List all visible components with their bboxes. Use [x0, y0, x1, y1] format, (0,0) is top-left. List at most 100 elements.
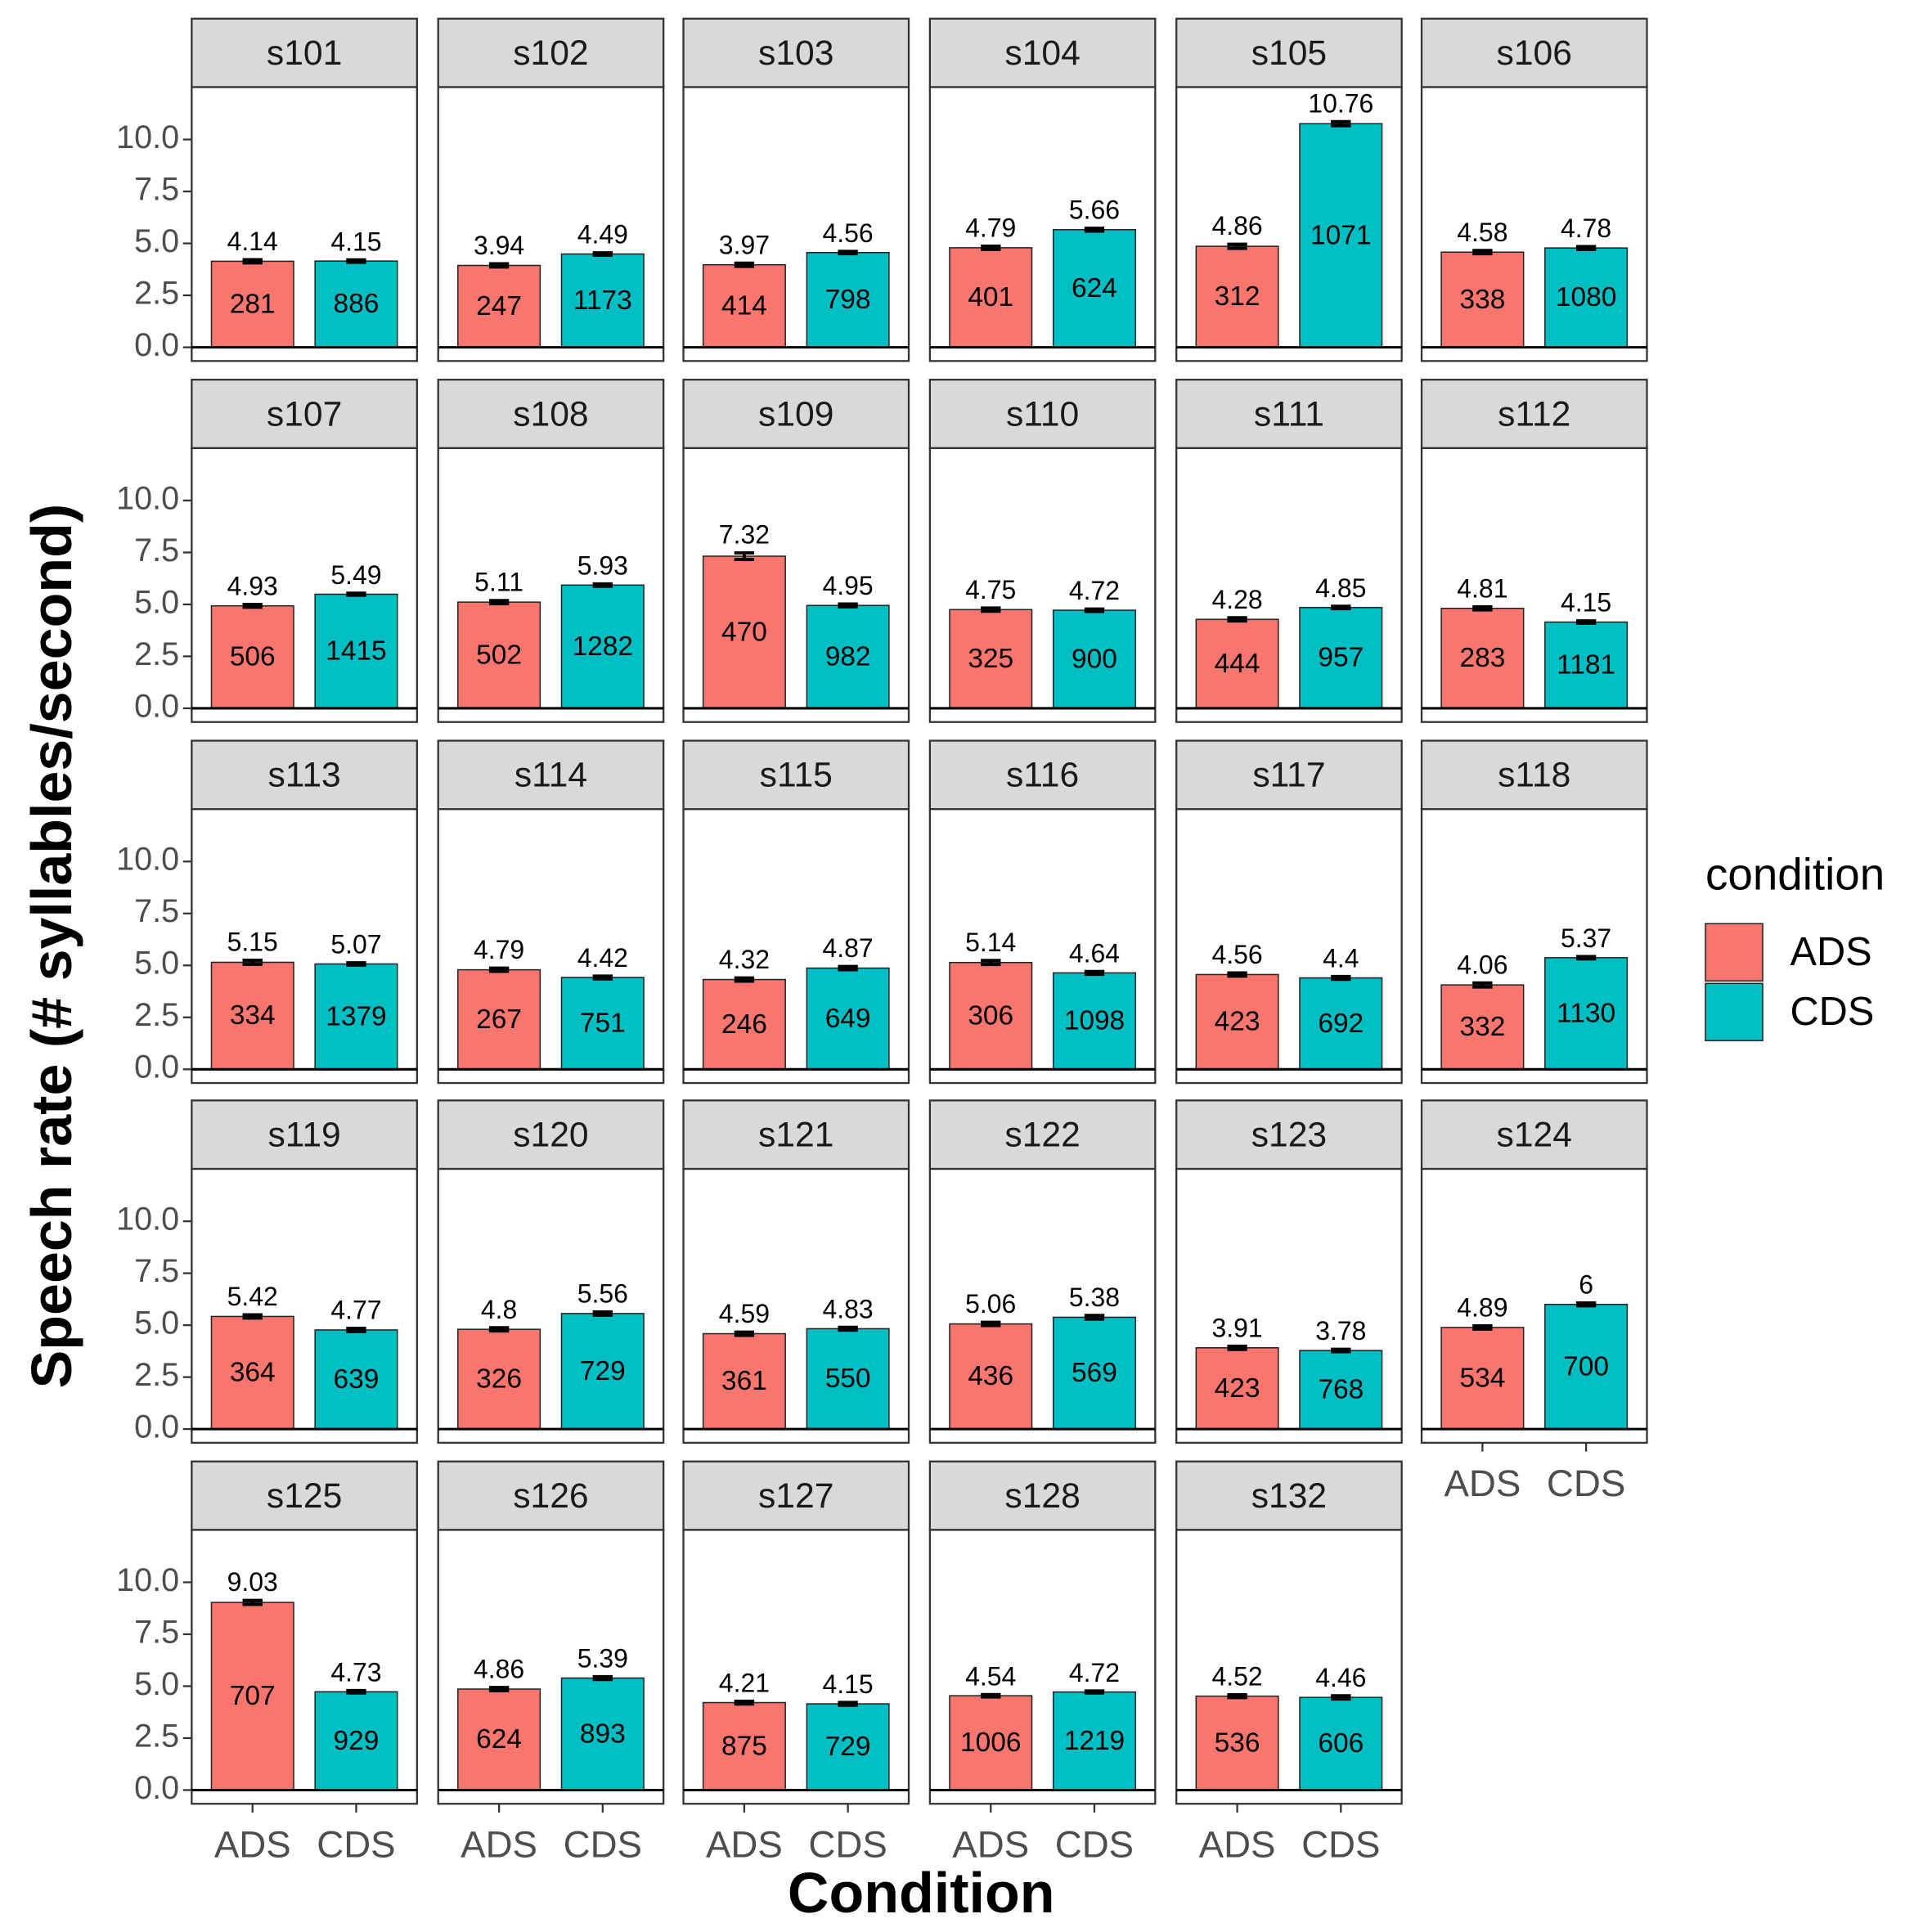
- bar: [1195, 618, 1279, 709]
- error-bar: [1084, 607, 1105, 613]
- error-bar: [981, 1692, 1001, 1699]
- value-label: 4.59: [719, 1299, 770, 1328]
- y-tick-label: 10.0: [116, 1562, 179, 1598]
- x-tick-label: ADS: [1199, 1824, 1276, 1866]
- value-label: 4.46: [1315, 1663, 1366, 1692]
- facet-title: s106: [1497, 34, 1572, 73]
- strip: [191, 1460, 418, 1531]
- count-label: 506: [230, 642, 276, 672]
- y-tick-label: 2.5: [134, 1718, 179, 1754]
- value-label: 4.58: [1457, 218, 1507, 247]
- value-label: 4.86: [1211, 211, 1262, 240]
- count-label: 325: [968, 644, 1013, 674]
- value-label: 4.21: [719, 1668, 770, 1697]
- strip: [437, 379, 665, 450]
- strip: [682, 17, 910, 88]
- count-label: 444: [1215, 649, 1260, 679]
- bar: [949, 247, 1033, 348]
- strip: [928, 1099, 1157, 1170]
- error-bar: [592, 251, 613, 257]
- y-tick-label: 0.0: [134, 327, 179, 363]
- strip: [191, 1099, 418, 1170]
- x-tick-label: CDS: [317, 1824, 395, 1866]
- value-label: 4.28: [1211, 585, 1262, 614]
- error-bar: [1227, 971, 1247, 978]
- value-label: 5.06: [965, 1289, 1016, 1319]
- legend-title: condition: [1705, 848, 1885, 899]
- count-label: 624: [476, 1724, 522, 1755]
- error-bar: [346, 961, 366, 967]
- count-label: 1379: [326, 1001, 386, 1031]
- bar: [949, 961, 1033, 1071]
- count-label: 361: [721, 1366, 767, 1396]
- bar: [1544, 621, 1629, 709]
- error-bar: [981, 606, 1001, 613]
- error-bar: [1227, 1692, 1247, 1700]
- count-label: 267: [476, 1004, 522, 1035]
- error-bar: [242, 959, 263, 966]
- strip: [928, 739, 1157, 811]
- x-tick-label: ADS: [706, 1824, 783, 1866]
- facet-title: s113: [267, 756, 340, 795]
- error-bar: [346, 591, 366, 597]
- error-bar: [838, 1701, 858, 1707]
- error-bar: [1575, 955, 1597, 961]
- y-tick-label: 5.0: [134, 1305, 179, 1341]
- strip: [928, 1460, 1157, 1531]
- count-label: 1173: [573, 285, 632, 316]
- strip: [1175, 1460, 1403, 1531]
- error-bar: [1575, 619, 1597, 625]
- facet-title: s132: [1251, 1476, 1327, 1516]
- y-tick-label: 7.5: [134, 532, 179, 568]
- error-bar: [488, 966, 510, 973]
- bar: [1544, 957, 1629, 1071]
- facet-title: s119: [267, 1116, 340, 1155]
- value-label: 5.49: [330, 560, 381, 590]
- value-label: 4.79: [965, 213, 1016, 243]
- bar: [314, 1329, 398, 1430]
- value-label: 4.89: [1457, 1293, 1507, 1323]
- bar: [1195, 245, 1279, 348]
- value-label: 4.06: [1457, 950, 1507, 979]
- value-label: 4.52: [1211, 1662, 1262, 1692]
- error-bar: [734, 1699, 755, 1706]
- bar: [560, 977, 645, 1071]
- count-label: 639: [334, 1364, 380, 1395]
- value-label: 4.83: [823, 1294, 874, 1323]
- count-label: 246: [721, 1009, 767, 1040]
- value-label: 4.4: [1323, 943, 1359, 973]
- count-label: 751: [580, 1009, 626, 1039]
- count-label: 1219: [1064, 1726, 1125, 1756]
- error-bar: [488, 262, 510, 269]
- value-label: 4.8: [481, 1295, 517, 1324]
- value-label: 3.94: [474, 231, 524, 260]
- legend-key: [1705, 923, 1764, 982]
- facet-title: s118: [1498, 756, 1570, 795]
- y-tick-label: 10.0: [116, 842, 179, 878]
- bar: [702, 1332, 786, 1430]
- bar: [210, 961, 294, 1071]
- count-label: 436: [968, 1361, 1013, 1391]
- value-label: 4.78: [1561, 213, 1611, 243]
- error-bar: [592, 1310, 613, 1317]
- count-label: 798: [825, 285, 871, 315]
- count-label: 338: [1459, 285, 1505, 315]
- y-tick-label: 2.5: [134, 997, 179, 1033]
- facet-title: s127: [758, 1476, 833, 1516]
- value-label: 4.56: [823, 218, 874, 248]
- bar: [457, 1328, 541, 1430]
- value-label: 4.54: [965, 1661, 1016, 1691]
- count-label: 1071: [1310, 220, 1371, 250]
- facet-title: s120: [513, 1116, 588, 1155]
- bar: [1299, 1696, 1383, 1791]
- error-bar: [981, 1320, 1001, 1328]
- error-bar: [734, 261, 755, 268]
- count-label: 1006: [960, 1728, 1021, 1758]
- error-bar: [346, 1327, 366, 1333]
- value-label: 4.15: [330, 227, 381, 256]
- strip: [437, 1099, 665, 1170]
- error-bar: [838, 602, 858, 609]
- count-label: 900: [1072, 644, 1117, 674]
- facet-title: s128: [1004, 1476, 1080, 1516]
- x-tick-label: ADS: [461, 1824, 537, 1866]
